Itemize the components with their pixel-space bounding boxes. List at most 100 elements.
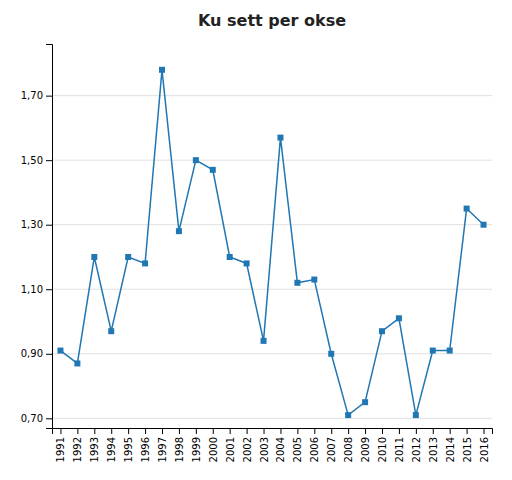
tick: 2001 [225, 428, 236, 462]
tick-label: 2005 [292, 437, 303, 462]
grid-line [52, 224, 492, 225]
marker [176, 228, 182, 234]
marker [159, 67, 165, 73]
marker [91, 254, 97, 260]
marker [430, 348, 436, 354]
marker [74, 360, 80, 366]
marker [464, 206, 470, 212]
title: Ku sett per okse [198, 11, 346, 30]
tick-label: 2011 [394, 437, 405, 462]
tick: 2015 [462, 428, 473, 462]
marker [193, 157, 199, 163]
tick: 1,10 [21, 284, 52, 295]
marker [244, 260, 250, 266]
x-axis: 1991199219931994199519961997199819992000… [53, 428, 493, 462]
tick: 2005 [292, 428, 303, 462]
axis-line [53, 429, 493, 435]
marker [277, 135, 283, 141]
tick: 2000 [208, 428, 219, 462]
tick-label: 2003 [259, 437, 270, 462]
tick: 1,50 [21, 155, 52, 166]
tick-mark [247, 428, 248, 434]
tick-label: 1992 [72, 437, 83, 462]
marker [227, 254, 233, 260]
tick-mark [162, 428, 163, 434]
tick: 2009 [360, 428, 371, 462]
tick-mark [450, 428, 451, 434]
tick-mark [484, 428, 485, 434]
tick: 1998 [174, 428, 185, 462]
axis-line [46, 45, 53, 429]
marker [362, 399, 368, 405]
grid-line [52, 160, 492, 161]
tick: 1991 [55, 428, 66, 462]
tick: 2016 [479, 428, 490, 462]
chart: 1991199219931994199519961997199819992000… [0, 0, 512, 480]
tick-mark [94, 428, 95, 434]
tick-mark [314, 428, 315, 434]
tick-label: 2016 [479, 437, 490, 462]
tick-mark [46, 289, 52, 290]
series [57, 67, 486, 418]
tick: 2008 [343, 428, 354, 462]
tick-label: 2000 [208, 437, 219, 462]
tick: 2010 [377, 428, 388, 462]
tick: 2002 [242, 428, 253, 462]
tick-mark [111, 428, 112, 434]
tick-label: 2014 [445, 437, 456, 462]
tick-label: 1997 [157, 437, 168, 462]
tick: 1997 [157, 428, 168, 462]
grid-line [52, 95, 492, 96]
tick-label: 2013 [428, 437, 439, 462]
tick-label: 2002 [242, 437, 253, 462]
tick-label: 1993 [89, 437, 100, 462]
tick-label: 2009 [360, 437, 371, 462]
marker [125, 254, 131, 260]
tick-label: 2012 [411, 437, 422, 462]
tick-mark [365, 428, 366, 434]
tick: 1,30 [21, 219, 52, 230]
tick-mark [179, 428, 180, 434]
tick: 1999 [191, 428, 202, 462]
marker [261, 338, 267, 344]
tick: 2006 [309, 428, 320, 462]
tick-label: 1998 [174, 437, 185, 462]
tick: 1993 [89, 428, 100, 462]
marker [413, 412, 419, 418]
tick: 1994 [106, 428, 117, 462]
tick-mark [128, 428, 129, 434]
tick-mark [46, 354, 52, 355]
tick-mark [297, 428, 298, 434]
tick-mark [213, 428, 214, 434]
tick-label: 2008 [343, 437, 354, 462]
tick-label: 2007 [326, 437, 337, 462]
tick-label: 1,10 [21, 284, 43, 295]
marker [328, 351, 334, 357]
tick-label: 2001 [225, 437, 236, 462]
tick-mark [280, 428, 281, 434]
tick-label: 2010 [377, 437, 388, 462]
tick-label: 2004 [275, 437, 286, 462]
tick-mark [145, 428, 146, 434]
marker [447, 348, 453, 354]
tick: 2011 [394, 428, 405, 462]
tick-label: 1999 [191, 437, 202, 462]
grid-line [52, 418, 492, 419]
marker [210, 167, 216, 173]
tick-mark [46, 225, 52, 226]
tick-label: 2006 [309, 437, 320, 462]
tick: 1992 [72, 428, 83, 462]
tick: 1995 [123, 428, 134, 462]
tick-mark [399, 428, 400, 434]
tick-mark [46, 418, 52, 419]
tick-label: 1,50 [21, 155, 43, 166]
tick-label: 0,70 [21, 413, 43, 424]
tick: 2004 [275, 428, 286, 462]
tick-mark [416, 428, 417, 434]
tick-label: 1,70 [21, 90, 43, 101]
tick-mark [433, 428, 434, 434]
tick-label: 0,90 [21, 348, 43, 359]
tick-mark [196, 428, 197, 434]
marker [57, 348, 63, 354]
marker [396, 315, 402, 321]
